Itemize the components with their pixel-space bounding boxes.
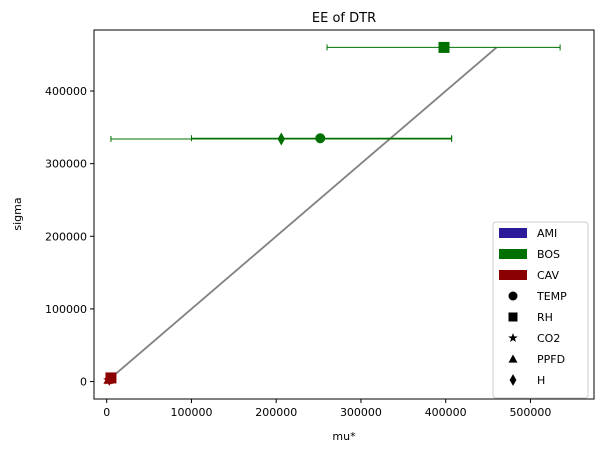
legend-label: RH — [537, 311, 553, 324]
y-axis-label: sigma — [11, 197, 24, 230]
data-point — [438, 41, 450, 53]
legend-label: TEMP — [536, 290, 567, 303]
x-axis: 0 100000 200000 300000 400000 500000 — [103, 399, 551, 419]
data-point — [277, 132, 286, 146]
legend-label: AMI — [537, 227, 557, 240]
legend-label: CAV — [537, 269, 560, 282]
legend-marker — [509, 374, 517, 386]
plot-frame — [93, 29, 595, 400]
reference-line — [106, 46, 498, 383]
plot-area — [103, 41, 561, 386]
legend: AMI BOS CAV TEMP RH CO2 PPFD H — [492, 221, 589, 399]
y-tick-label: 200000 — [45, 230, 87, 243]
legend-label: PPFD — [537, 353, 565, 366]
data-point — [103, 374, 114, 384]
legend-marker — [508, 354, 518, 363]
legend-box — [492, 221, 589, 399]
legend-swatch — [499, 228, 527, 238]
y-tick-label: 100000 — [45, 303, 87, 316]
x-tick-label: 500000 — [509, 406, 551, 419]
x-tick-label: 200000 — [255, 406, 297, 419]
x-tick-label: 100000 — [170, 406, 212, 419]
legend-marker — [508, 333, 518, 342]
x-tick-label: 0 — [103, 406, 110, 419]
y-tick-label: 400000 — [45, 85, 87, 98]
legend-label: BOS — [537, 248, 560, 261]
x-tick-label: 400000 — [425, 406, 467, 419]
y-tick-label: 300000 — [45, 158, 87, 171]
y-axis: 0 100000 200000 300000 400000 — [45, 85, 94, 389]
data-point — [315, 133, 326, 144]
legend-swatch — [499, 270, 527, 280]
legend-swatch — [499, 249, 527, 259]
chart-title: EE of DTR — [312, 11, 376, 26]
legend-marker — [508, 312, 518, 322]
legend-label: H — [537, 374, 545, 387]
legend-marker — [508, 291, 518, 301]
legend-label: CO2 — [537, 332, 560, 345]
x-axis-label: mu* — [332, 430, 356, 443]
y-tick-label: 0 — [80, 376, 87, 389]
x-tick-label: 300000 — [340, 406, 382, 419]
